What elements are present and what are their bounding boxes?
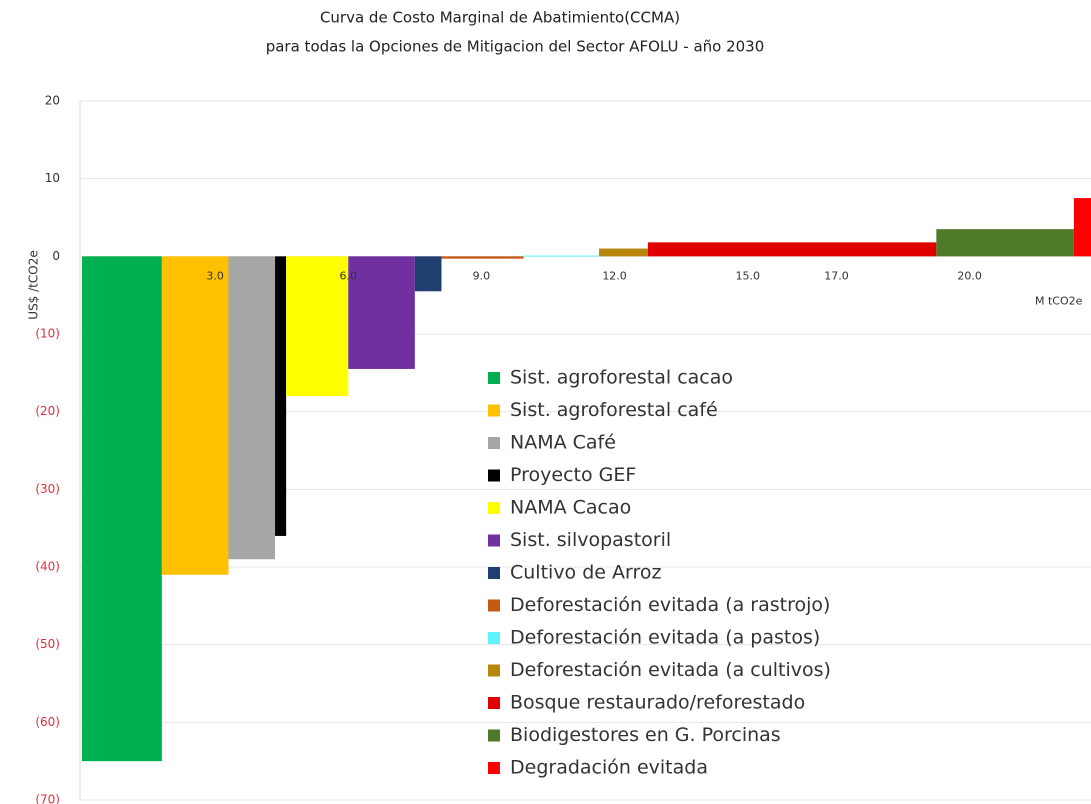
legend-label: Deforestación evitada (a rastrojo)	[510, 594, 830, 616]
bar	[228, 256, 276, 560]
y-tick-label: (10)	[35, 327, 60, 341]
chart-title: Curva de Costo Marginal de Abatimiento(C…	[320, 9, 680, 27]
legend-swatch	[488, 567, 500, 579]
legend-swatch	[488, 372, 500, 384]
bar	[1073, 198, 1091, 257]
legend-label: Degradación evitada	[510, 757, 708, 779]
x-axis-label: M tCO2e	[1035, 294, 1083, 307]
bar	[647, 242, 937, 257]
y-tick-label: 10	[45, 171, 60, 185]
legend-swatch	[488, 599, 500, 612]
y-tick-label: 0	[52, 249, 60, 263]
legend-label: Proyecto GEF	[510, 464, 636, 486]
x-tick-label: 3.0	[206, 269, 224, 282]
legend-swatch	[488, 404, 500, 417]
y-tick-label: (50)	[35, 637, 60, 651]
y-tick-label: (20)	[35, 404, 60, 418]
legend-swatch	[488, 632, 500, 644]
legend-label: Deforestación evitada (a pastos)	[510, 627, 820, 649]
bar	[441, 256, 524, 259]
legend-swatch	[488, 762, 500, 774]
legend-swatch	[488, 437, 500, 449]
x-tick-label: 20.0	[957, 269, 982, 282]
legend-label: NAMA Café	[510, 432, 616, 454]
bar	[523, 255, 600, 257]
legend-swatch	[488, 534, 500, 547]
y-tick-label: (70)	[35, 793, 60, 804]
legend-label: Deforestación evitada (a cultivos)	[510, 659, 831, 681]
bar	[286, 256, 349, 397]
y-tick-label: (30)	[35, 482, 60, 496]
chart-subtitle: para todas la Opciones de Mitigacion del…	[266, 38, 765, 56]
bar	[936, 229, 1074, 257]
x-tick-label: 12.0	[602, 269, 627, 282]
legend-swatch	[488, 697, 500, 709]
legend-swatch	[488, 664, 500, 677]
legend-label: Sist. agroforestal cacao	[510, 367, 733, 389]
legend-label: Cultivo de Arroz	[510, 562, 662, 584]
bar	[414, 256, 442, 292]
bar	[161, 256, 229, 575]
x-tick-label: 6.0	[340, 269, 358, 282]
legend-swatch	[488, 502, 500, 514]
x-tick-label: 15.0	[735, 269, 760, 282]
legend-label: Biodigestores en G. Porcinas	[510, 724, 781, 746]
y-tick-label: (40)	[35, 560, 60, 574]
x-tick-label: 9.0	[473, 269, 491, 282]
y-axis-label: US$ /tCO2e	[27, 250, 41, 319]
legend-swatch	[488, 469, 500, 482]
legend-label: Sist. agroforestal café	[510, 399, 718, 421]
bar	[348, 256, 415, 369]
legend-label: NAMA Cacao	[510, 497, 631, 519]
x-tick-label: 17.0	[824, 269, 849, 282]
legend-swatch	[488, 729, 500, 742]
bar	[275, 256, 287, 536]
y-tick-label: 20	[45, 94, 60, 108]
legend-label: Sist. silvopastoril	[510, 529, 671, 551]
bar	[599, 248, 648, 257]
y-tick-label: (60)	[35, 715, 60, 729]
bar	[82, 256, 162, 762]
legend-label: Bosque restaurado/reforestado	[510, 692, 805, 714]
